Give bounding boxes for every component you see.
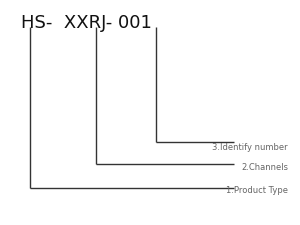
Text: 3.Identify number: 3.Identify number [212, 143, 288, 152]
Text: 2.Channels: 2.Channels [241, 163, 288, 172]
Text: 1.Product Type: 1.Product Type [226, 186, 288, 195]
Text: HS-  XXRJ- 001: HS- XXRJ- 001 [21, 14, 152, 32]
